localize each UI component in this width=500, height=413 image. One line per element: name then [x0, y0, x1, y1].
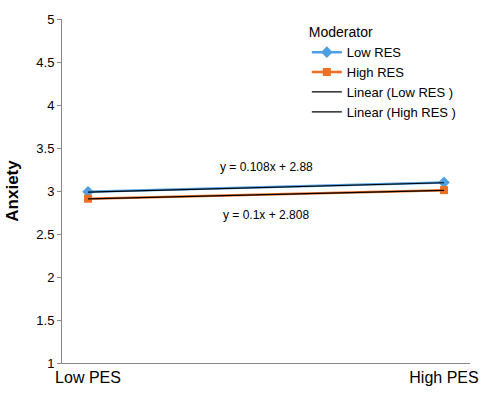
- svg-text:Low RES: Low RES: [347, 45, 402, 60]
- svg-text:3: 3: [47, 184, 54, 199]
- svg-text:High RES: High RES: [347, 65, 404, 80]
- svg-text:4: 4: [47, 98, 54, 113]
- svg-text:y = 0.108x + 2.88: y = 0.108x + 2.88: [220, 160, 313, 174]
- svg-text:Linear (High RES ): Linear (High RES ): [347, 105, 456, 120]
- svg-text:2: 2: [47, 270, 54, 285]
- svg-text:4.5: 4.5: [36, 55, 54, 70]
- svg-text:Anxiety: Anxiety: [3, 160, 22, 222]
- svg-text:High PES: High PES: [409, 369, 478, 386]
- svg-text:1: 1: [47, 356, 54, 371]
- svg-text:Linear (Low RES ): Linear (Low RES ): [347, 85, 453, 100]
- svg-text:3.5: 3.5: [36, 141, 54, 156]
- svg-text:1.5: 1.5: [36, 313, 54, 328]
- svg-text:Moderator: Moderator: [309, 24, 373, 40]
- svg-text:Low PES: Low PES: [55, 369, 121, 386]
- svg-text:y = 0.1x + 2.808: y = 0.1x + 2.808: [223, 208, 309, 222]
- svg-text:2.5: 2.5: [36, 227, 54, 242]
- svg-text:5: 5: [47, 12, 54, 27]
